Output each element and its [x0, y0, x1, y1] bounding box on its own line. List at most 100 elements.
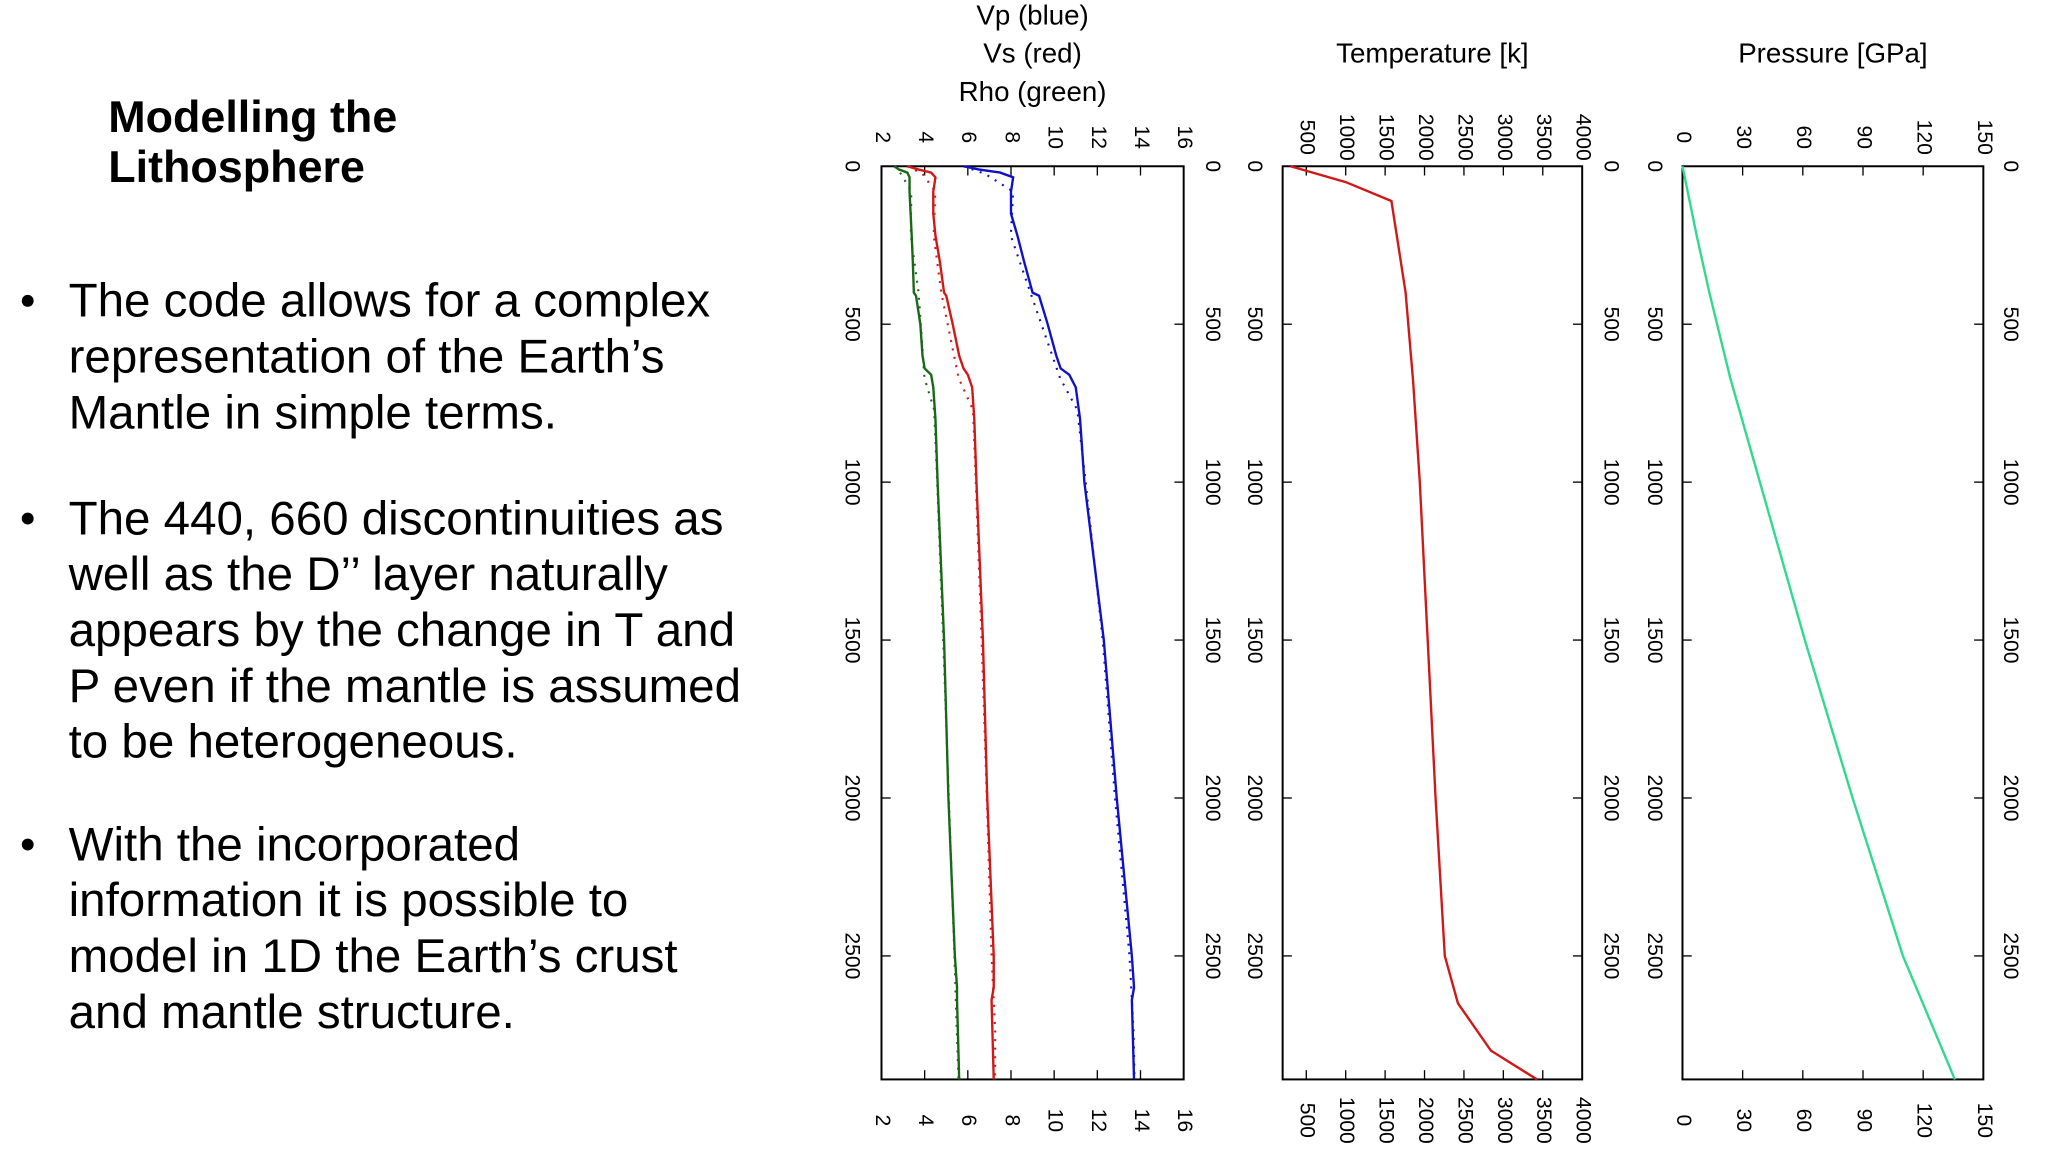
value-tick-label: 1500 — [1375, 1097, 1398, 1144]
value-tick-label: 60 — [1792, 125, 1815, 148]
depth-tick-label: 0 — [1243, 160, 1266, 172]
bullets: The code allows for a complexrepresentat… — [21, 275, 741, 1039]
depth-tick-label: 2500 — [1643, 932, 1666, 979]
bullet-dot — [21, 512, 34, 525]
depth-tick-label: 1500 — [1599, 617, 1622, 664]
depth-tick-label: 500 — [1243, 307, 1266, 342]
value-tick-label: 2 — [871, 131, 894, 143]
chart-title: Vp (blue) — [976, 0, 1088, 30]
chart-title: Temperature [k] — [1336, 38, 1528, 69]
depth-tick-label: 1500 — [1643, 617, 1666, 664]
depth-tick-label: 1000 — [1599, 459, 1622, 506]
value-tick-label: 150 — [1973, 120, 1996, 155]
depth-tick-label: 2000 — [1999, 775, 2022, 822]
bullet-line: appears by the change in T and — [69, 604, 735, 657]
title-line: Modelling the — [108, 91, 397, 142]
value-tick-label: 2500 — [1453, 114, 1476, 161]
data-line — [907, 165, 995, 1080]
value-tick-label: 0 — [1672, 1114, 1695, 1126]
value-tick-label: 500 — [1296, 120, 1319, 155]
value-tick-label: 120 — [1913, 120, 1936, 155]
depth-tick-label: 0 — [1999, 160, 2022, 172]
bullet-dot — [21, 838, 34, 851]
depth-tick-label: 1500 — [1201, 617, 1224, 664]
bullet-line: The 440, 660 discontinuities as — [69, 492, 724, 545]
value-tick-label: 1500 — [1375, 114, 1398, 161]
value-tick-label: 2 — [871, 1114, 894, 1126]
plot-frame — [1281, 165, 1584, 1081]
bullet-line: to be heterogeneous. — [69, 716, 518, 769]
value-tick-label: 6 — [957, 1114, 980, 1126]
depth-tick-label: 0 — [841, 160, 864, 172]
title-line: Lithosphere — [108, 141, 365, 192]
value-tick-label: 14 — [1130, 125, 1153, 149]
bullet-line: With the incorporated — [69, 818, 520, 871]
depth-tick-label: 2500 — [1243, 932, 1266, 979]
depth-tick-label: 500 — [1999, 307, 2022, 342]
value-tick-label: 90 — [1852, 125, 1875, 148]
chart-title: Pressure [GPa] — [1738, 38, 1927, 69]
value-tick-label: 6 — [957, 131, 980, 143]
value-tick-label: 10 — [1044, 125, 1067, 148]
bullet-line: Mantle in simple terms. — [69, 386, 557, 439]
depth-tick-label: 1000 — [1243, 459, 1266, 506]
value-tick-label: 12 — [1087, 125, 1110, 148]
value-tick-label: 3500 — [1532, 1097, 1555, 1144]
bullet-line: information it is possible to — [69, 874, 629, 927]
bullet-line: The code allows for a complex — [69, 275, 711, 328]
chart-title: Vs (red) — [983, 38, 1082, 69]
bullet-line: representation of the Earth’s — [69, 331, 665, 384]
value-tick-label: 3000 — [1493, 1097, 1516, 1144]
bullet-line: P even if the mantle is assumed — [69, 660, 741, 713]
depth-tick-label: 1500 — [1243, 617, 1266, 664]
depth-tick-label: 0 — [1599, 160, 1622, 172]
value-tick-label: 4000 — [1572, 114, 1595, 161]
value-tick-label: 1000 — [1335, 1097, 1358, 1144]
value-tick-label: 2000 — [1414, 114, 1437, 161]
depth-tick-label: 500 — [1643, 307, 1666, 342]
depth-tick-label: 2000 — [1201, 775, 1224, 822]
depth-tick-label: 500 — [1201, 307, 1224, 342]
depth-tick-label: 0 — [1643, 160, 1666, 172]
value-tick-label: 2500 — [1453, 1097, 1476, 1144]
value-tick-label: 500 — [1296, 1103, 1319, 1138]
bullet-line: well as the D’’ layer naturally — [68, 548, 669, 601]
value-tick-label: 2000 — [1414, 1097, 1437, 1144]
value-tick-label: 60 — [1792, 1109, 1815, 1132]
value-tick-label: 90 — [1852, 1109, 1875, 1132]
slide-title: Modelling the Lithosphere — [108, 91, 397, 192]
depth-tick-label: 2500 — [1999, 932, 2022, 979]
value-tick-label: 16 — [1173, 125, 1196, 148]
depth-tick-label: 2500 — [1599, 932, 1622, 979]
depth-tick-label: 2500 — [841, 932, 864, 979]
depth-tick-label: 0 — [1201, 160, 1224, 172]
value-tick-label: 30 — [1732, 1109, 1755, 1132]
depth-tick-label: 2000 — [1643, 775, 1666, 822]
value-tick-label: 1000 — [1335, 114, 1358, 161]
depth-tick-label: 2000 — [1599, 775, 1622, 822]
depth-tick-label: 2000 — [841, 775, 864, 822]
depth-tick-label: 1000 — [1999, 459, 2022, 506]
value-tick-label: 3000 — [1493, 114, 1516, 161]
value-tick-label: 8 — [1000, 131, 1023, 143]
depth-tick-label: 2000 — [1243, 775, 1266, 822]
value-tick-label: 30 — [1732, 125, 1755, 148]
data-line — [963, 165, 1136, 1080]
value-tick-label: 3500 — [1532, 114, 1555, 161]
plot-frame — [1681, 165, 1985, 1081]
bullet-line: model in 1D the Earth’s crust — [69, 930, 678, 983]
value-tick-label: 14 — [1130, 1109, 1153, 1133]
value-tick-label: 8 — [1000, 1114, 1023, 1126]
value-tick-label: 150 — [1973, 1103, 1996, 1138]
depth-tick-label: 500 — [1599, 307, 1622, 342]
value-tick-label: 4 — [914, 131, 937, 143]
bullet-dot — [21, 294, 34, 307]
value-tick-label: 4000 — [1572, 1097, 1595, 1144]
value-tick-label: 12 — [1087, 1109, 1110, 1132]
data-line — [893, 165, 961, 1080]
data-line — [1681, 166, 1956, 1080]
value-tick-label: 0 — [1672, 131, 1695, 143]
depth-tick-label: 2500 — [1201, 932, 1224, 979]
data-line — [1290, 165, 1538, 1081]
